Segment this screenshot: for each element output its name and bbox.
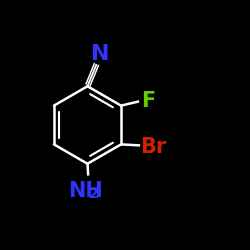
Text: 2: 2 <box>90 187 99 201</box>
Text: Br: Br <box>140 137 167 157</box>
Text: NH: NH <box>68 181 103 201</box>
Text: N: N <box>91 44 109 64</box>
Text: F: F <box>142 90 156 110</box>
